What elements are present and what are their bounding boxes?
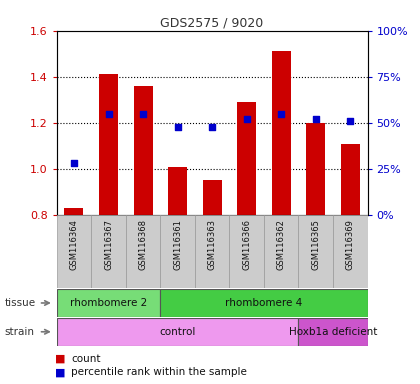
Point <box>243 116 250 122</box>
Point <box>209 124 215 130</box>
Bar <box>229 215 264 288</box>
Bar <box>264 215 299 288</box>
Bar <box>306 123 325 215</box>
Text: count: count <box>71 354 101 364</box>
Text: GSM116366: GSM116366 <box>242 219 251 270</box>
Point <box>71 161 77 167</box>
Bar <box>99 74 118 215</box>
Text: GSM116368: GSM116368 <box>139 219 147 270</box>
Text: GSM116361: GSM116361 <box>173 219 182 270</box>
Bar <box>272 51 291 215</box>
Point <box>105 111 112 117</box>
Bar <box>341 144 360 215</box>
Bar <box>65 208 84 215</box>
Text: GSM116364: GSM116364 <box>69 219 79 270</box>
Bar <box>237 102 256 215</box>
Bar <box>57 289 160 317</box>
Text: ■: ■ <box>55 354 65 364</box>
Point <box>312 116 319 122</box>
Text: GSM116365: GSM116365 <box>311 219 320 270</box>
Text: percentile rank within the sample: percentile rank within the sample <box>71 367 247 377</box>
Point <box>140 111 147 117</box>
Bar <box>202 180 222 215</box>
Bar <box>126 215 160 288</box>
Bar <box>195 215 229 288</box>
Bar <box>160 289 368 317</box>
Text: Hoxb1a deficient: Hoxb1a deficient <box>289 327 377 337</box>
Bar <box>299 318 368 346</box>
Text: ■: ■ <box>55 367 65 377</box>
Text: strain: strain <box>4 327 34 337</box>
Text: GSM116369: GSM116369 <box>346 219 355 270</box>
Bar <box>299 215 333 288</box>
Bar <box>57 318 299 346</box>
Text: GSM116362: GSM116362 <box>277 219 286 270</box>
Text: control: control <box>159 327 196 337</box>
Bar <box>168 167 187 215</box>
Text: GSM116363: GSM116363 <box>207 219 217 270</box>
Text: tissue: tissue <box>4 298 35 308</box>
Bar <box>91 215 126 288</box>
Bar <box>160 215 195 288</box>
Bar <box>333 215 368 288</box>
Text: rhombomere 2: rhombomere 2 <box>70 298 147 308</box>
Bar <box>57 215 91 288</box>
Point <box>174 124 181 130</box>
Bar <box>134 86 152 215</box>
Text: rhombomere 4: rhombomere 4 <box>225 298 302 308</box>
Title: GDS2575 / 9020: GDS2575 / 9020 <box>160 17 264 30</box>
Point <box>278 111 284 117</box>
Point <box>347 118 354 124</box>
Text: GSM116367: GSM116367 <box>104 219 113 270</box>
